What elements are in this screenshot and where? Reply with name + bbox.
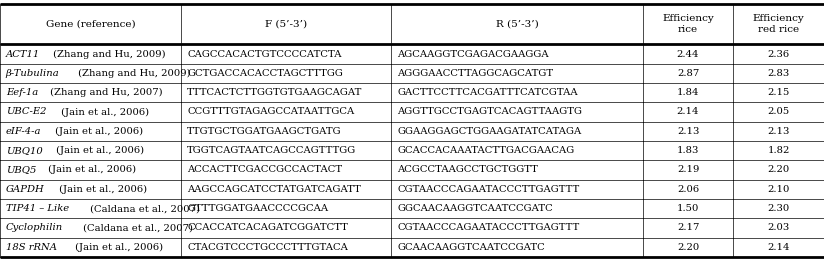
Text: Eef-1a: Eef-1a xyxy=(6,88,38,97)
Text: TGGTCAGTAATCAGCCAGTTTGG: TGGTCAGTAATCAGCCAGTTTGG xyxy=(187,146,356,155)
Text: (Jain et al., 2006): (Jain et al., 2006) xyxy=(58,108,149,116)
Text: CAGCCACACTGTCCCCATCTA: CAGCCACACTGTCCCCATCTA xyxy=(187,50,341,58)
Text: TIP41 – Like: TIP41 – Like xyxy=(6,204,69,213)
Text: 2.36: 2.36 xyxy=(768,50,789,58)
Text: 2.20: 2.20 xyxy=(677,243,700,252)
Text: 2.05: 2.05 xyxy=(767,108,790,116)
Text: (Jain et al., 2006): (Jain et al., 2006) xyxy=(72,243,162,252)
Text: GCTGACCACACCTAGCTTTGG: GCTGACCACACCTAGCTTTGG xyxy=(187,69,343,78)
Text: β-Tubulina: β-Tubulina xyxy=(6,69,59,78)
Text: 1.50: 1.50 xyxy=(677,204,700,213)
Text: (Jain et al., 2006): (Jain et al., 2006) xyxy=(54,146,144,155)
Text: 2.10: 2.10 xyxy=(767,185,790,194)
Text: CCGTTTGTAGAGCCATAATTGCA: CCGTTTGTAGAGCCATAATTGCA xyxy=(187,108,354,116)
Text: (Jain et al., 2006): (Jain et al., 2006) xyxy=(56,185,147,194)
Text: eIF-4-a: eIF-4-a xyxy=(6,127,41,136)
Text: AGGGAACCTTAGGCAGCATGT: AGGGAACCTTAGGCAGCATGT xyxy=(397,69,553,78)
Text: 2.17: 2.17 xyxy=(677,223,700,232)
Text: GACTTCCTTCACGATTTCATCGTAA: GACTTCCTTCACGATTTCATCGTAA xyxy=(397,88,578,97)
Text: 1.83: 1.83 xyxy=(677,146,700,155)
Text: GGAAGGAGCTGGAAGATATCATAGA: GGAAGGAGCTGGAAGATATCATAGA xyxy=(397,127,582,136)
Text: AGGTTGCCTGAGTCACAGTTAAGTG: AGGTTGCCTGAGTCACAGTTAAGTG xyxy=(397,108,583,116)
Text: Efficiency
red rice: Efficiency red rice xyxy=(753,14,804,34)
Text: AGCAAGGTCGAGACGAAGGA: AGCAAGGTCGAGACGAAGGA xyxy=(397,50,549,58)
Text: 2.13: 2.13 xyxy=(767,127,790,136)
Text: 2.14: 2.14 xyxy=(677,108,700,116)
Text: 2.13: 2.13 xyxy=(677,127,700,136)
Text: (Jain et al., 2006): (Jain et al., 2006) xyxy=(45,165,136,174)
Text: 2.14: 2.14 xyxy=(767,243,790,252)
Text: GCAACAAGGTCAATCCGATC: GCAACAAGGTCAATCCGATC xyxy=(397,243,545,252)
Text: 18S rRNA: 18S rRNA xyxy=(6,243,57,252)
Text: ACCACTTCGACCGCCACTACT: ACCACTTCGACCGCCACTACT xyxy=(187,165,342,174)
Text: CGTAACCCAGAATACCCTTGAGTTT: CGTAACCCAGAATACCCTTGAGTTT xyxy=(397,185,579,194)
Text: TTTCACTCTTGGTGTGAAGCAGAT: TTTCACTCTTGGTGTGAAGCAGAT xyxy=(187,88,363,97)
Text: F (5’-3’): F (5’-3’) xyxy=(265,20,307,29)
Text: 2.03: 2.03 xyxy=(767,223,790,232)
Text: CCACCATCACAGATCGGATCTT: CCACCATCACAGATCGGATCTT xyxy=(187,223,348,232)
Text: 2.83: 2.83 xyxy=(767,69,790,78)
Text: UBQ10: UBQ10 xyxy=(6,146,43,155)
Text: (Caldana et al., 2007): (Caldana et al., 2007) xyxy=(87,204,200,213)
Text: 2.87: 2.87 xyxy=(677,69,700,78)
Text: R (5’-3’): R (5’-3’) xyxy=(496,20,538,29)
Text: (Zhang and Hu, 2007): (Zhang and Hu, 2007) xyxy=(48,88,163,97)
Text: 2.06: 2.06 xyxy=(677,185,699,194)
Text: 2.19: 2.19 xyxy=(677,165,700,174)
Text: CTACGTCCCTGCCCTTTGTACA: CTACGTCCCTGCCCTTTGTACA xyxy=(187,243,348,252)
Text: 1.84: 1.84 xyxy=(677,88,700,97)
Text: AAGCCAGCATCCTATGATCAGATT: AAGCCAGCATCCTATGATCAGATT xyxy=(187,185,361,194)
Text: GGCAACAAGGTCAATCCGATC: GGCAACAAGGTCAATCCGATC xyxy=(397,204,553,213)
Text: ACT11: ACT11 xyxy=(6,50,40,58)
Text: 1.82: 1.82 xyxy=(767,146,790,155)
Text: ACGCCTAAGCCTGCTGGTT: ACGCCTAAGCCTGCTGGTT xyxy=(397,165,538,174)
Text: TTGTGCTGGATGAAGCTGATG: TTGTGCTGGATGAAGCTGATG xyxy=(187,127,342,136)
Text: GTTTGGATGAACCCCGCAA: GTTTGGATGAACCCCGCAA xyxy=(187,204,328,213)
Text: GAPDH: GAPDH xyxy=(6,185,44,194)
Text: GCACCACAAATACTTGACGAACAG: GCACCACAAATACTTGACGAACAG xyxy=(397,146,574,155)
Text: 2.30: 2.30 xyxy=(767,204,790,213)
Text: CGTAACCCAGAATACCCTTGAGTTT: CGTAACCCAGAATACCCTTGAGTTT xyxy=(397,223,579,232)
Text: 2.44: 2.44 xyxy=(677,50,700,58)
Text: UBC-E2: UBC-E2 xyxy=(6,108,46,116)
Text: (Zhang and Hu, 2009): (Zhang and Hu, 2009) xyxy=(75,69,190,78)
Text: (Zhang and Hu, 2009): (Zhang and Hu, 2009) xyxy=(50,50,166,58)
Text: UBQ5: UBQ5 xyxy=(6,165,36,174)
Text: 2.15: 2.15 xyxy=(767,88,790,97)
Text: (Jain et al., 2006): (Jain et al., 2006) xyxy=(52,127,143,136)
Text: Gene (reference): Gene (reference) xyxy=(46,20,135,29)
Text: 2.20: 2.20 xyxy=(767,165,790,174)
Text: Cyclophilin: Cyclophilin xyxy=(6,223,63,232)
Text: Efficiency
rice: Efficiency rice xyxy=(662,14,714,34)
Text: (Caldana et al., 2007): (Caldana et al., 2007) xyxy=(80,223,193,232)
